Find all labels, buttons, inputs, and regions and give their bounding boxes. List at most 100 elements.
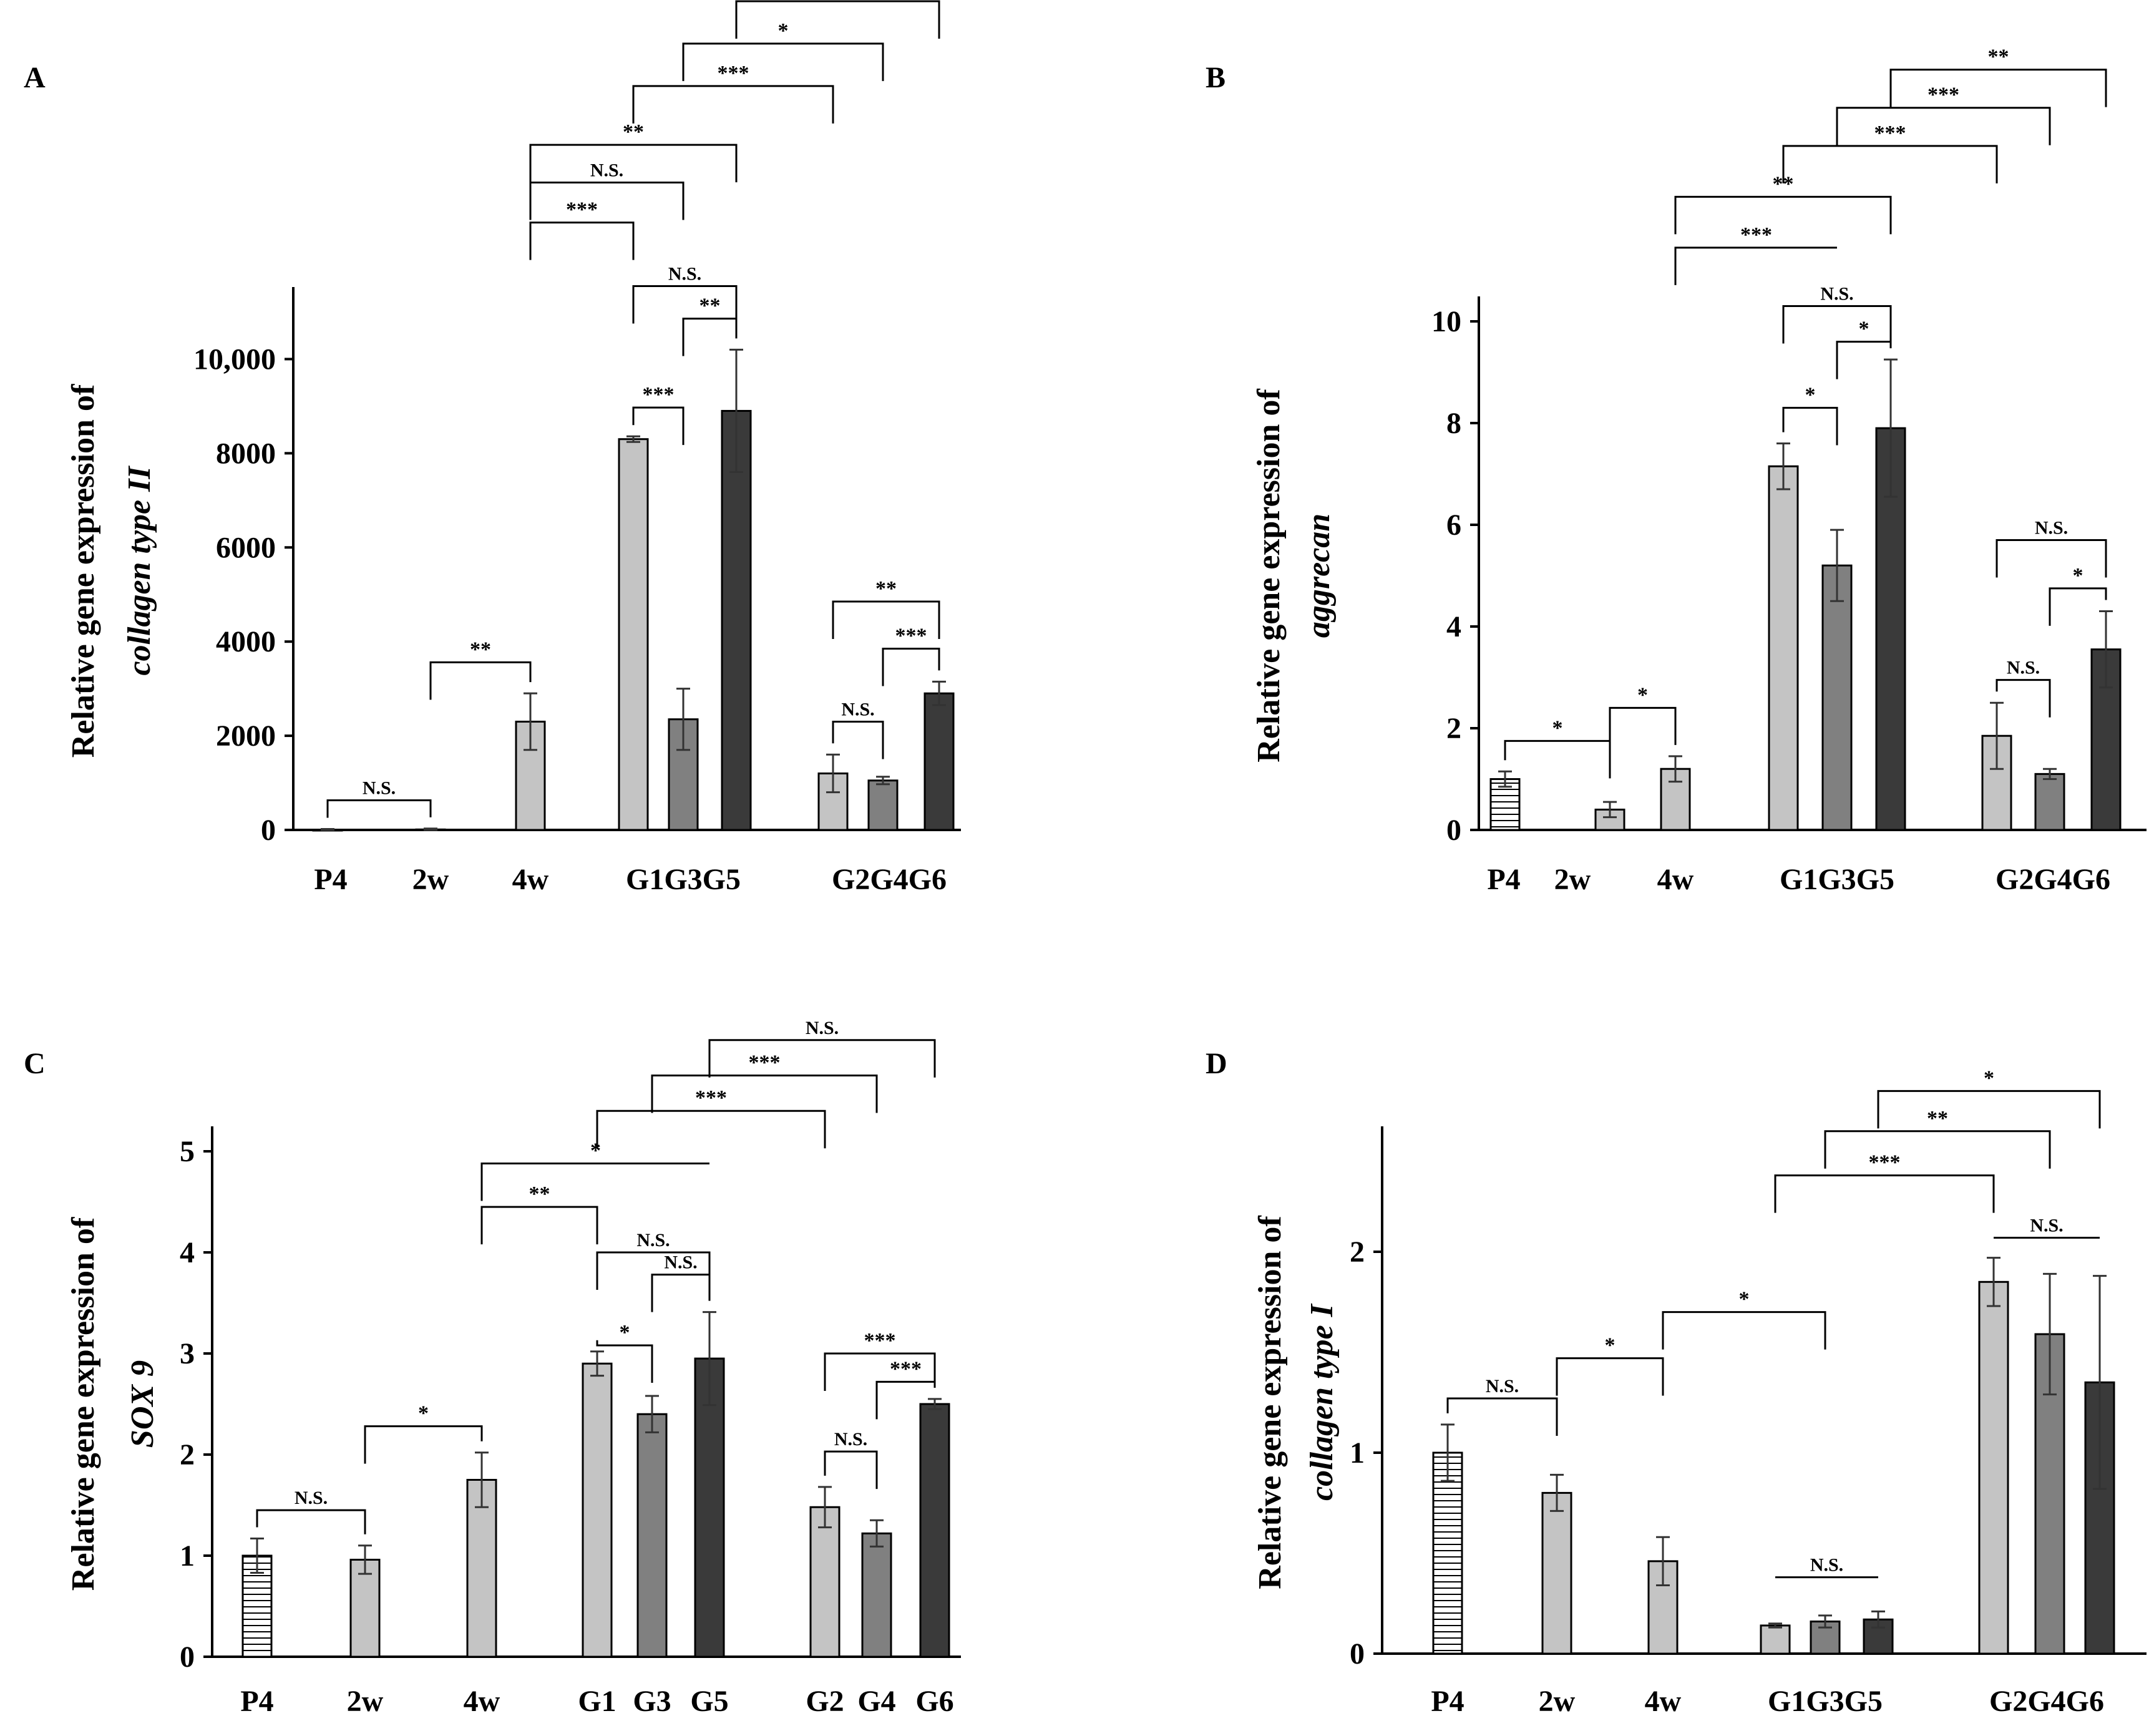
panel-a-category-label: P4 (314, 863, 347, 896)
panel-a-significance-bracket (735, 0, 940, 39)
panel-c-significance-label: N.S. (295, 1488, 328, 1508)
panel-b-significance-bracket (2049, 587, 2107, 626)
panel-d-letter: D (1206, 1047, 1227, 1080)
panel-a-y-tick-label: 2000 (216, 719, 276, 753)
panel-b-significance-label: N.S. (2035, 517, 2068, 538)
panel-b-bar-g3 (1821, 564, 1853, 831)
panel-c-letter: C (24, 1047, 46, 1080)
panel-b-significance-bracket (1674, 246, 1837, 285)
panel-c-significance-bracket (480, 1162, 709, 1201)
panel-d-category-label: G2G4G6 (1989, 1685, 2104, 1718)
panel-b-bar-g1 (1768, 465, 1799, 831)
panel-a-y-tick-label: 8000 (216, 437, 276, 470)
panel-b-y-label: Relative gene expression of (1251, 389, 1287, 763)
panel-c-category-label: 2w (347, 1685, 384, 1718)
panel-c-significance-label: *** (890, 1357, 922, 1380)
panel-d-category-label: G1G3G5 (1768, 1685, 1883, 1718)
panel-b-significance-bracket (1836, 107, 2051, 145)
panel-a-letter: A (24, 61, 46, 94)
panel-a: A (24, 61, 46, 94)
panel-a-significance-bracket (529, 144, 738, 183)
panel-d-y-tick-label: 2 (1350, 1236, 1365, 1269)
panel-c-significance-bracket (824, 1450, 878, 1490)
panel-a-significance-label: ** (875, 577, 897, 600)
panel-c-category-label: G6 (915, 1685, 953, 1718)
panel-c-y-tick-label: 2 (180, 1438, 195, 1471)
panel-a-significance-bracket (632, 285, 738, 324)
panel-c-y-tick-label: 0 (180, 1641, 195, 1674)
panel-a-significance-bracket (632, 406, 685, 446)
panel-b-significance-label: * (1637, 683, 1648, 706)
panel-c-y-label: Relative gene expression of (66, 1217, 101, 1591)
panel-b-significance-bracket (1889, 69, 2107, 107)
panel-d-y-tick-label: 0 (1350, 1637, 1365, 1670)
panel-d: D (1206, 1047, 1227, 1080)
panel-a-y-tick-label: 0 (261, 814, 276, 847)
panel-c-y-tick-label: 3 (180, 1337, 195, 1370)
panel-a-significance-label: N.S. (668, 264, 701, 285)
panel-a-significance-label: *** (566, 198, 598, 222)
panel-b-significance-bracket (1674, 195, 1892, 235)
panel-d-bar-g1 (1760, 1624, 1791, 1655)
panel-c-significance-label: *** (864, 1329, 896, 1352)
panel-b-y-tick-label: 0 (1446, 814, 1461, 847)
panel-b-significance-bracket (1609, 706, 1677, 746)
panel-b-letter: B (1206, 61, 1226, 94)
panel-b-significance-label: N.S. (2007, 658, 2040, 678)
panel-a-significance-label: *** (895, 625, 927, 648)
panel-a-significance-label: N.S. (841, 699, 874, 719)
panel-a-significance-label: *** (643, 383, 675, 406)
panel-a-bar-g6 (923, 692, 955, 831)
panel-d-chart: 0 1 2 Relative gene expression of collagen t… (1252, 1066, 2147, 1718)
panel-d-significance-label: * (1739, 1288, 1750, 1311)
panel-a-category-label: 2w (412, 863, 449, 896)
panel-c-significance-bracket (651, 1075, 878, 1113)
panel-c-bar-g3 (636, 1413, 668, 1658)
panel-b-y-tick-label: 2 (1446, 712, 1461, 745)
panel-b-significance-label: *** (1874, 122, 1906, 145)
panel-a-y-label-gene: collagen type II (122, 466, 157, 676)
panel-c-bar-g1 (582, 1362, 613, 1658)
panel-a-bar-g5 (721, 409, 752, 831)
panel-a-y-tick-label: 4000 (216, 625, 276, 658)
panel-d-significance-label: *** (1869, 1151, 1901, 1174)
panel-d-bar-2w (1541, 1491, 1572, 1655)
panel-d-category-label: 2w (1539, 1685, 1576, 1718)
panel-a-y-tick-label: 6000 (216, 531, 276, 564)
panel-a-significance-bracket (632, 85, 834, 124)
panel-c-significance-bracket (824, 1352, 936, 1391)
panel-a-chart: 0 2000 4000 6000 8000 10,000 Relative gene exp… (66, 0, 961, 896)
panel-b-significance-label: * (1552, 716, 1563, 739)
panel-c-bar-g6 (919, 1403, 950, 1658)
panel-c-significance-label: * (418, 1402, 429, 1425)
panel-b-significance-label: *** (1927, 84, 1959, 107)
panel-c-y-tick-label: 1 (180, 1539, 195, 1573)
panel-d-significance-bracket (1556, 1357, 1664, 1396)
panel-c-category-label: G3 (633, 1685, 671, 1718)
panel-b-y-tick-label: 6 (1446, 509, 1461, 542)
panel-c-y-label-gene: SOX 9 (125, 1360, 160, 1448)
panel-d-significance-bracket (1446, 1397, 1558, 1436)
panel-c-category-label: G4 (857, 1685, 895, 1718)
panel-d-significance-bracket (1824, 1130, 2051, 1169)
panel-b-significance-label: * (1859, 318, 1869, 341)
panel-a-significance-label: N.S. (363, 778, 396, 798)
panel-c-significance-bracket (708, 1039, 936, 1078)
panel-b-significance-bracket (1782, 407, 1838, 446)
panel-c-significance-label: N.S. (806, 1018, 839, 1038)
panel-b-chart: 0 2 4 6 8 10 Relative gene expression of aggrec… (1251, 46, 2147, 896)
panel-d-category-label: 4w (1645, 1685, 1682, 1718)
panel-d-bar-p4 (1432, 1451, 1463, 1655)
panel-c-category-label: 4w (464, 1685, 500, 1718)
panel-b-category-label: 4w (1657, 863, 1694, 896)
panel-c-significance-label: *** (749, 1051, 781, 1075)
panel-c-significance-bracket (364, 1425, 483, 1464)
panel-b-category-label: G2G4G6 (1996, 863, 2110, 896)
panel-b-significance-bracket (1996, 539, 2107, 578)
panel-d-y-tick-label: 1 (1350, 1436, 1365, 1470)
panel-b-significance-label: * (2073, 564, 2083, 587)
panel-b-y-tick-label: 10 (1431, 305, 1461, 338)
panel-d-significance-bracket (1877, 1090, 2101, 1129)
panel-a-significance-label: ** (470, 638, 491, 661)
